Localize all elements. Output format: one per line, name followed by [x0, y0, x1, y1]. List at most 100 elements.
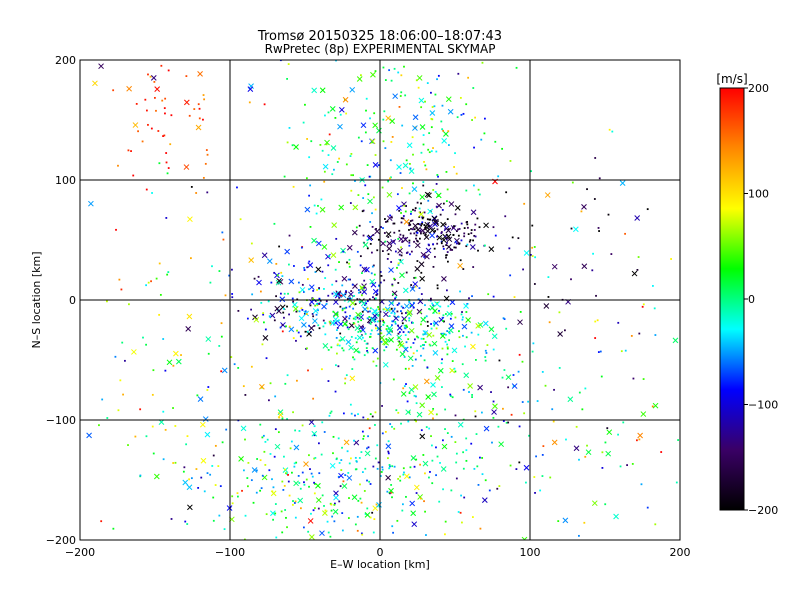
data-point-x	[259, 383, 265, 390]
data-point-x	[517, 319, 523, 326]
data-point-dot	[465, 449, 468, 452]
data-point-dot	[393, 239, 395, 242]
data-point-dot	[281, 330, 284, 333]
data-point-x	[333, 311, 339, 318]
data-point-dot	[324, 322, 327, 325]
data-point-dot	[425, 426, 428, 428]
data-point-dot	[416, 201, 419, 204]
data-point-dot	[130, 150, 132, 153]
data-point-dot	[251, 293, 254, 296]
data-point-dot	[252, 501, 255, 504]
data-point-dot	[430, 91, 432, 94]
data-point-dot	[253, 277, 256, 280]
data-point-dot	[418, 216, 421, 218]
data-point-dot	[390, 216, 393, 219]
data-point-dot	[307, 288, 310, 291]
data-point-dot	[597, 351, 600, 353]
data-point-dot	[432, 304, 435, 307]
data-point-dot	[424, 341, 427, 343]
data-point-dot	[424, 304, 426, 307]
data-point-x	[356, 76, 363, 82]
data-point-x	[173, 350, 179, 357]
data-point-dot	[293, 265, 295, 267]
data-point-dot	[410, 213, 412, 215]
data-point-dot	[264, 440, 267, 443]
data-point-dot	[369, 333, 372, 335]
data-point-x	[429, 110, 436, 116]
data-point-dot	[355, 468, 358, 471]
data-point-x	[446, 244, 452, 250]
data-point-dot	[410, 346, 412, 349]
data-point-dot	[641, 305, 644, 308]
data-point-x	[346, 244, 353, 251]
data-point-dot	[292, 411, 294, 414]
data-point-dot	[231, 268, 233, 271]
data-point-dot	[336, 327, 339, 329]
data-point-dot	[541, 475, 544, 477]
data-point-dot	[443, 320, 445, 323]
data-point-dot	[236, 492, 239, 495]
data-point-dot	[273, 222, 276, 225]
data-point-dot	[345, 315, 348, 318]
data-point-dot	[313, 481, 315, 484]
data-point-dot	[314, 456, 317, 459]
data-point-dot	[224, 294, 227, 297]
data-point-dot	[147, 123, 149, 126]
chart-title: Tromsø 20150325 18:06:00–18:07:43	[257, 29, 502, 44]
data-point-dot	[380, 471, 383, 473]
data-point-dot	[461, 363, 464, 366]
data-point-dot	[324, 509, 327, 512]
data-point-dot	[470, 331, 473, 334]
data-point-x	[343, 439, 350, 446]
data-point-dot	[308, 260, 311, 263]
data-point-x	[424, 221, 431, 228]
data-point-dot	[145, 109, 148, 112]
data-point-dot	[354, 180, 356, 182]
data-point-dot	[420, 497, 422, 500]
data-point-dot	[400, 221, 403, 224]
data-point-x	[402, 287, 409, 294]
data-point-dot	[283, 175, 286, 178]
data-point-dot	[237, 495, 239, 498]
data-point-dot	[518, 461, 521, 464]
data-point-dot	[247, 461, 250, 464]
data-point-x	[640, 411, 647, 417]
data-point-x	[92, 80, 98, 87]
data-point-dot	[632, 377, 635, 380]
data-point-dot	[275, 536, 278, 539]
data-point-dot	[461, 318, 464, 321]
data-point-dot	[356, 316, 359, 319]
data-point-dot	[475, 433, 478, 435]
data-point-x	[98, 63, 104, 70]
data-point-dot	[332, 435, 335, 438]
data-point-x	[389, 118, 396, 124]
data-point-dot	[449, 317, 452, 320]
data-point-dot	[450, 312, 453, 315]
data-point-dot	[387, 440, 390, 443]
data-point-x	[197, 396, 204, 403]
data-point-dot	[297, 281, 300, 284]
data-point-dot	[531, 255, 534, 257]
data-point-dot	[361, 210, 364, 213]
data-point-dot	[273, 319, 276, 322]
data-point-dot	[259, 423, 262, 426]
data-point-dot	[223, 528, 226, 531]
data-point-dot	[286, 141, 289, 144]
data-point-dot	[417, 240, 419, 243]
data-point-dot	[165, 152, 168, 154]
data-point-x	[261, 252, 268, 259]
data-point-dot	[350, 290, 353, 293]
data-point-dot	[269, 453, 272, 455]
data-point-x	[431, 391, 437, 398]
data-point-dot	[400, 91, 403, 94]
data-point-dot	[405, 159, 408, 162]
data-point-dot	[437, 195, 440, 197]
data-point-dot	[389, 159, 392, 162]
data-point-dot	[314, 299, 317, 302]
data-point-dot	[348, 258, 351, 261]
data-point-dot	[411, 136, 414, 139]
data-point-dot	[333, 168, 335, 171]
data-point-dot	[147, 281, 150, 284]
data-point-x	[132, 122, 139, 128]
data-point-dot	[340, 459, 343, 461]
